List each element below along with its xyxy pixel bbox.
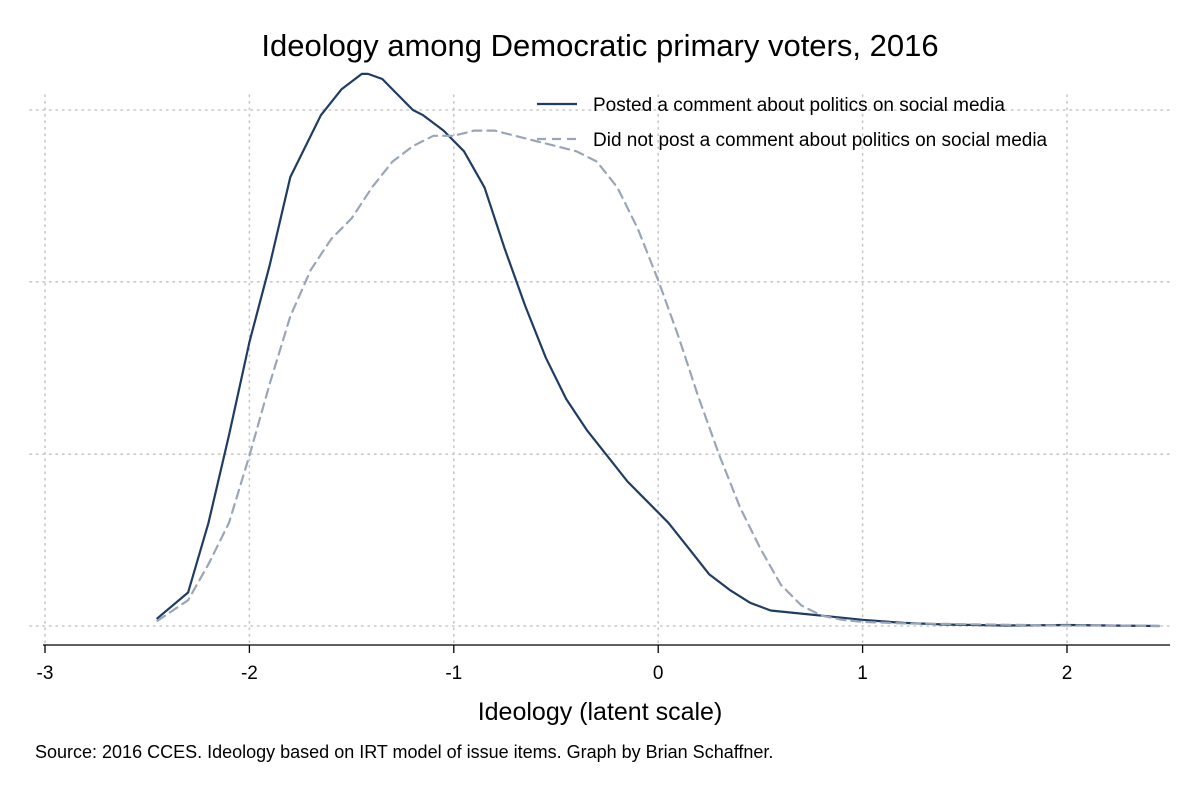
x-tick-label: -3 [37, 663, 54, 684]
chart-title: Ideology among Democratic primary voters… [261, 28, 939, 63]
x-axis: -3 -2 -1 0 1 2 [37, 644, 1170, 684]
x-tick-label: -2 [241, 663, 258, 684]
source-note: Source: 2016 CCES. Ideology based on IRT… [35, 742, 774, 762]
series-line-did-not-post [156, 129, 1161, 628]
x-axis-label: Ideology (latent scale) [478, 698, 723, 726]
x-tick-label: 0 [653, 663, 664, 684]
legend-label-did-not-post: Did not post a comment about politics on… [593, 130, 1048, 151]
y-gridlines [29, 94, 1171, 646]
series-line-posted [156, 72, 1161, 628]
series-lines [156, 72, 1161, 628]
legend: Posted a comment about politics on socia… [537, 95, 1048, 151]
legend-label-posted: Posted a comment about politics on socia… [593, 95, 1005, 116]
x-tick-label: 1 [857, 663, 868, 684]
x-tick-label: 2 [1062, 663, 1073, 684]
x-tick-label: -1 [445, 663, 462, 684]
